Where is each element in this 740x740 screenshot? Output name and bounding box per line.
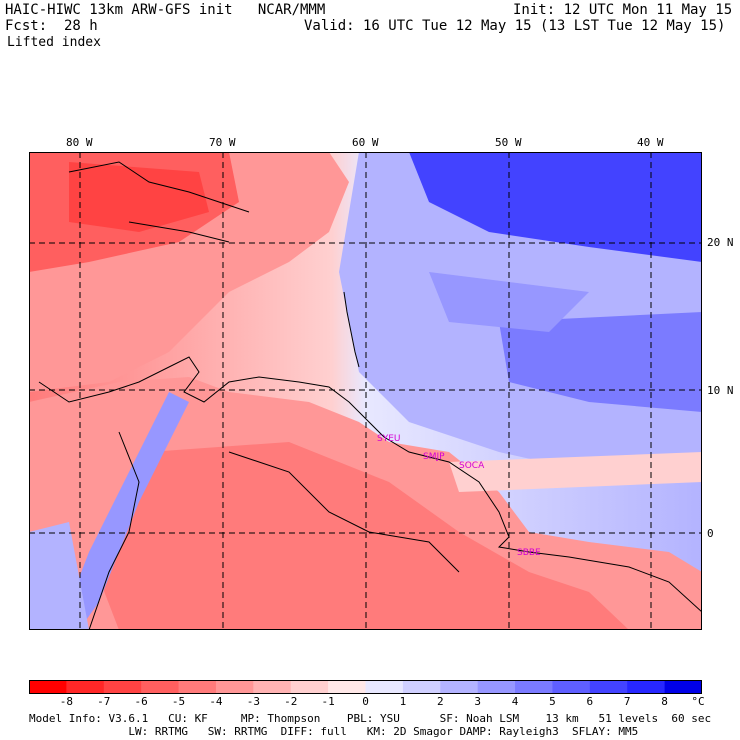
colorbar-swatch [440,680,479,694]
lon-label-70w: 70 W [209,136,236,149]
colorbar-swatch [515,680,553,694]
colorbar-label: 3 [474,695,481,708]
colorbar-label: 7 [623,695,631,708]
lon-label-40w: 40 W [637,136,664,149]
colorbar-swatch [552,680,591,694]
colorbar-swatch [589,680,628,694]
colorbar-swatch [103,680,142,694]
lifted-index-map: SYEU SMJP SOCA SBBE [29,152,702,630]
colorbar-label: 6 [586,695,594,708]
model-info-line1: Model Info: V3.6.1 CU: KF MP: Thompson P… [29,712,712,725]
colorbar-label: -4 [209,695,223,708]
colorbar-swatch [627,680,666,694]
colorbar-label: -7 [97,695,111,708]
colorbar-label: -1 [321,695,335,708]
colorbar-label: -3 [246,695,260,708]
colorbar-swatch [66,680,105,694]
colorbar-label: -5 [171,695,186,708]
station-soca: SOCA [459,461,485,471]
colorbar-swatch [328,680,366,694]
colorbar-label: -2 [284,695,298,708]
station-smjp: SMJP [423,452,445,462]
colorbar-swatch [215,680,254,694]
colorbar-swatch [141,680,180,694]
colorbar-swatch [178,680,217,694]
colorbar-unit: °C [691,695,705,708]
model-info-line2: LW: RRTMG SW: RRTMG DIFF: full KM: 2D Sm… [29,725,639,738]
lat-label-equator: 0 [707,527,714,540]
lon-label-50w: 50 W [495,136,522,149]
lat-label-20n: 20 N [707,236,734,249]
station-syeu: SYEU [377,434,400,444]
forecast-label: Fcst: [5,18,48,34]
forecast-hour: 28 h [64,18,98,34]
init-time: Init: 12 UTC Mon 11 May 15 [513,2,733,18]
colorbar-label: 4 [511,695,519,708]
colorbar [29,680,702,694]
valid-time: Valid: 16 UTC Tue 12 May 15 (13 LST Tue … [304,18,726,34]
field-name: Lifted index [7,35,101,50]
colorbar-label: 2 [436,695,444,708]
station-sbbe: SBBE [517,548,541,558]
colorbar-label: 5 [549,695,556,708]
colorbar-label: -6 [134,695,148,708]
colorbar-swatch [477,680,516,694]
lon-label-60w: 60 W [352,136,379,149]
colorbar-swatch [402,680,441,694]
colorbar-swatch [365,680,404,694]
colorbar-swatch [664,680,702,694]
colorbar-swatch [253,680,292,694]
colorbar-label: 8 [661,695,668,708]
colorbar-swatch [290,680,329,694]
lon-label-80w: 80 W [66,136,93,149]
colorbar-label: -8 [59,695,73,708]
colorbar-label: 1 [399,695,407,708]
colorbar-swatch [29,680,67,694]
plot-title: HAIC-HIWC 13km ARW-GFS init NCAR/MMM [5,2,326,18]
colorbar-label: 0 [362,695,369,708]
lat-label-10n: 10 N [707,384,734,397]
